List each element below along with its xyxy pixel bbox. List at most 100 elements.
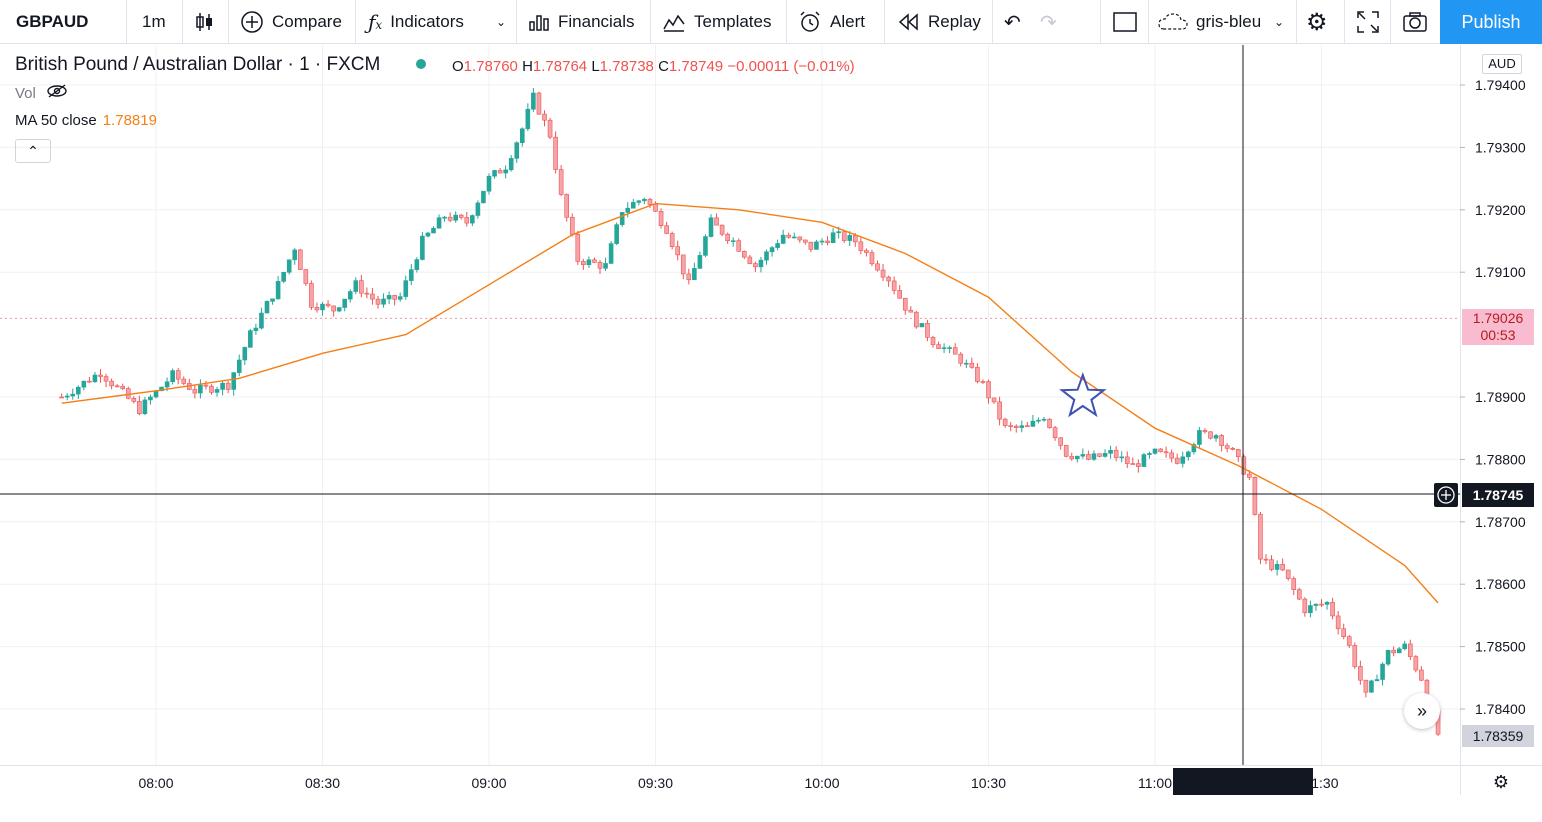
symbol-title[interactable]: British Pound / Australian Dollar · 1 · …: [15, 54, 381, 75]
layout-dropdown-button[interactable]: ⌄: [1274, 0, 1284, 44]
high-key: H: [522, 58, 533, 75]
candle-body: [1324, 601, 1330, 605]
candle-body: [1180, 456, 1186, 464]
candle: [431, 226, 436, 234]
candle: [425, 231, 431, 238]
candle: [886, 275, 891, 287]
candle: [1385, 649, 1391, 667]
candle-body: [1330, 601, 1335, 617]
snapshot-button[interactable]: [1402, 0, 1428, 44]
axis-settings-button[interactable]: ⚙: [1490, 771, 1512, 793]
candle: [1341, 623, 1346, 640]
candle-body: [231, 372, 236, 390]
candle: [1052, 425, 1058, 441]
publish-button[interactable]: Publish: [1440, 0, 1542, 44]
alert-button[interactable]: Alert: [798, 0, 865, 44]
candle: [581, 258, 586, 270]
candle-body: [397, 296, 403, 300]
candle: [1174, 453, 1180, 465]
eye-hidden-icon[interactable]: [46, 84, 68, 102]
candle: [325, 300, 331, 308]
star-annotation[interactable]: [1059, 372, 1107, 418]
candle-body: [342, 298, 348, 308]
candle: [1202, 428, 1208, 434]
candle-body: [103, 376, 109, 382]
close-key: C: [658, 58, 669, 75]
candle: [1313, 603, 1319, 611]
templates-button[interactable]: Templates: [662, 0, 771, 44]
candle-body: [386, 295, 392, 300]
interval-button[interactable]: 1m: [142, 0, 166, 44]
symbol-search-button[interactable]: GBPAUD: [16, 0, 88, 44]
candle: [930, 335, 936, 348]
candle: [231, 372, 236, 396]
candle: [1252, 476, 1258, 516]
time-tick-label: 08:00: [138, 775, 173, 791]
candle: [986, 379, 991, 404]
candle: [1280, 558, 1285, 572]
candle-body: [1358, 666, 1363, 681]
candle: [1119, 451, 1124, 463]
market-status-dot[interactable]: [416, 59, 426, 69]
scroll-to-realtime-button[interactable]: »: [1404, 693, 1440, 729]
settings-button[interactable]: ⚙: [1306, 0, 1328, 44]
candle-body: [292, 249, 298, 261]
candle-body: [531, 92, 536, 110]
open-key: O: [452, 58, 464, 75]
candle: [963, 359, 969, 369]
candle-body: [209, 385, 214, 393]
candle: [803, 239, 808, 245]
candle: [148, 394, 153, 405]
candle: [98, 369, 103, 383]
candle-body: [1030, 420, 1036, 427]
candle: [1219, 434, 1224, 452]
fullscreen-button[interactable]: [1356, 0, 1380, 44]
chevron-up-icon: ⌃: [27, 143, 39, 159]
candle: [525, 103, 531, 132]
candle: [508, 154, 514, 172]
candle-body: [175, 370, 181, 380]
candle-body: [159, 386, 164, 392]
candle-body: [453, 214, 459, 221]
candle-body: [636, 200, 642, 203]
candle-body: [1202, 430, 1208, 433]
alarm-clock-icon: [800, 11, 820, 32]
candle: [1369, 679, 1374, 693]
candle: [608, 240, 614, 264]
candle-body: [692, 268, 697, 281]
candle: [891, 276, 897, 295]
candle-body: [1091, 453, 1097, 460]
candle: [170, 368, 175, 385]
chart-style-button[interactable]: [194, 0, 214, 44]
candle: [275, 276, 281, 300]
candle: [392, 294, 397, 306]
layout-button[interactable]: [1112, 0, 1138, 44]
candle-body: [370, 293, 375, 300]
replay-button[interactable]: Replay: [898, 0, 981, 44]
redo-icon: ↷: [1040, 11, 1057, 34]
candle-body: [1208, 431, 1213, 439]
candle-body: [286, 259, 292, 273]
layout-name-button[interactable]: gris-bleu: [1158, 0, 1261, 44]
currency-label[interactable]: AUD: [1482, 54, 1522, 74]
candle: [708, 214, 714, 238]
candle: [1080, 448, 1086, 459]
candle-body: [714, 217, 719, 226]
ma-legend[interactable]: MA 50 close 1.78819: [15, 112, 157, 129]
candle: [1396, 647, 1402, 654]
indicators-dropdown-button[interactable]: ⌄: [496, 0, 506, 44]
collapse-legend-button[interactable]: ⌃: [15, 139, 51, 163]
candle-body: [109, 380, 114, 387]
candle-body: [1041, 418, 1047, 421]
price-chart[interactable]: 1.79400 1.79300 1.79200 1.79100 1.78900 1.788…: [0, 45, 1542, 795]
candle-body: [719, 224, 725, 235]
financials-button[interactable]: Financials: [528, 0, 635, 44]
undo-button[interactable]: ↶: [1004, 0, 1021, 44]
candle: [736, 238, 742, 252]
compare-button[interactable]: Compare: [240, 0, 342, 44]
redo-button[interactable]: ↷: [1040, 0, 1057, 44]
volume-legend[interactable]: Vol: [15, 84, 68, 102]
add-alert-icon[interactable]: [1434, 483, 1458, 507]
last-price-value: 1.79026: [1472, 310, 1524, 326]
indicators-button[interactable]: ƒx Indicators: [368, 0, 464, 44]
